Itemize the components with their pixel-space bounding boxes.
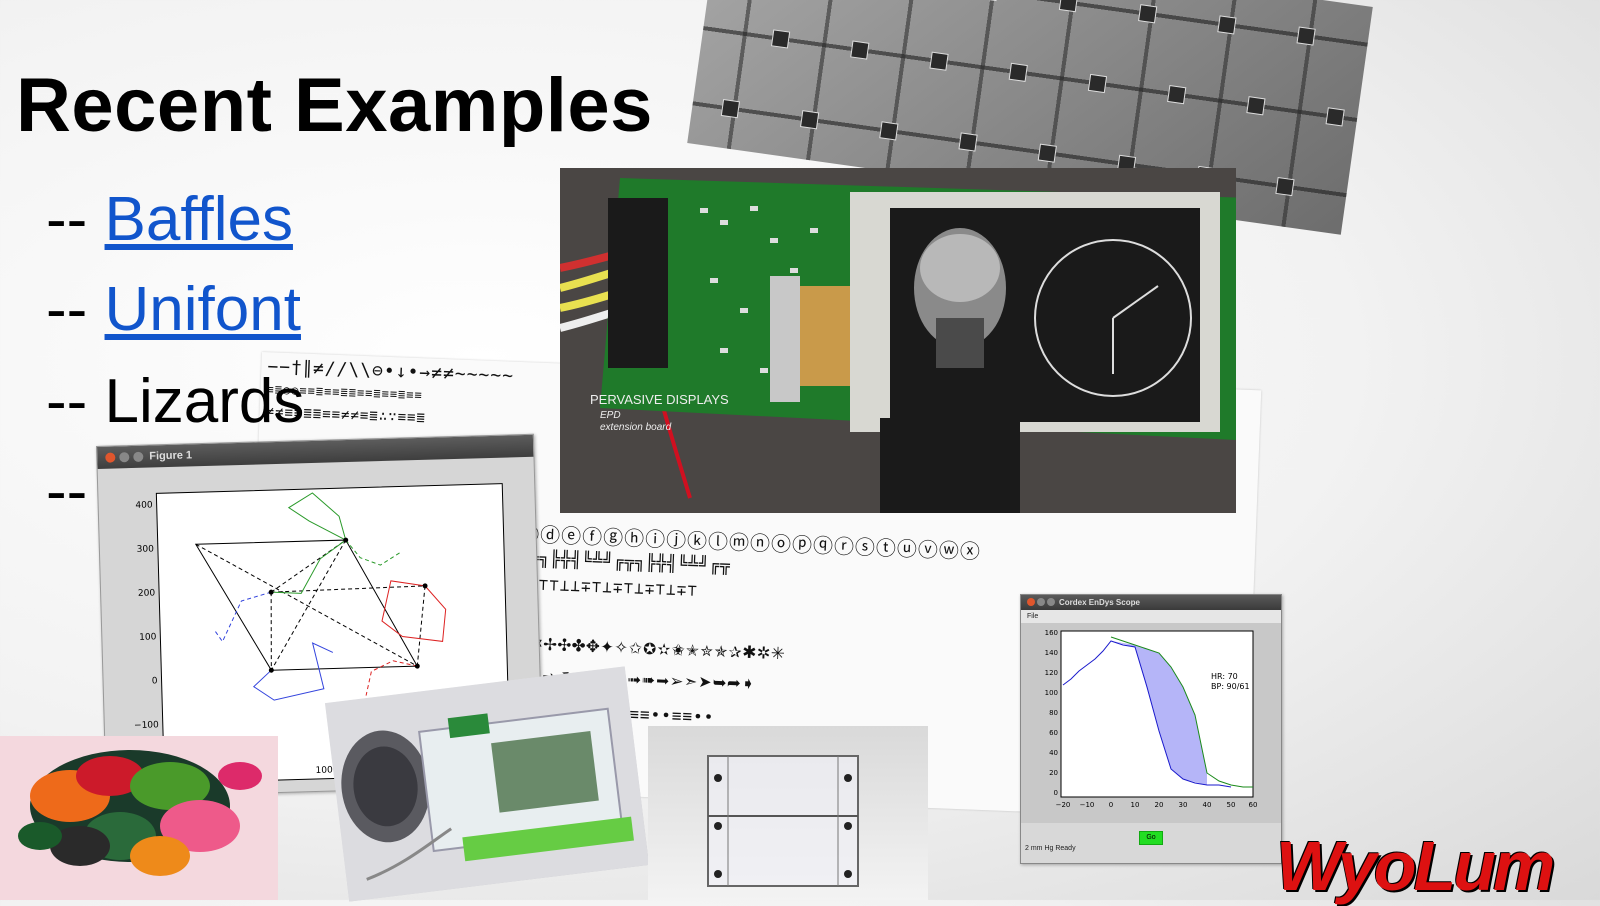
y-tick-label: 0 xyxy=(1054,789,1058,797)
bullet-baffles[interactable]: -- Baffles xyxy=(46,184,293,255)
y-tick-label: 40 xyxy=(1049,749,1058,757)
close-icon[interactable] xyxy=(105,452,116,463)
file-menu[interactable]: File xyxy=(1027,613,1039,620)
bp-label: BP: 90/61 xyxy=(1211,682,1250,691)
y-tick-label: 300 xyxy=(137,544,155,554)
y-tick-label: 400 xyxy=(135,500,153,510)
glyph-row: ✠✡✢✣✤✥✦✧✩✪✫✬✭✮✯✰✱✲✳ xyxy=(514,629,786,666)
y-tick-label: 0 xyxy=(152,676,158,686)
cordex-title: Cordex EnDys Scope xyxy=(1059,598,1140,607)
y-tick-label: 120 xyxy=(1045,669,1058,677)
y-tick-label: 80 xyxy=(1049,709,1058,717)
cordex-menubar: File xyxy=(1021,610,1281,623)
board-brand-label: PERVASIVE DISPLAYS xyxy=(590,392,729,407)
x-tick-label: 100 xyxy=(315,766,333,776)
epd-board-drawing: PERVASIVE DISPLAYS EPD extension board xyxy=(560,168,1236,513)
cordex-window: Cordex EnDys Scope File 160 140 120 100 … xyxy=(1020,594,1282,864)
x-tick-label: 0 xyxy=(1109,801,1113,809)
maximize-icon[interactable] xyxy=(133,451,144,462)
x-tick-label: 30 xyxy=(1179,801,1188,809)
figure-title: Figure 1 xyxy=(149,449,193,463)
glyph-row: ∓∓⊤⊤⊥⊥∓⊤⊥∓⊤⊥∓⊤⊥∓⊤ xyxy=(516,573,699,600)
minimize-icon[interactable] xyxy=(1037,598,1045,606)
lizard-tiles xyxy=(18,750,262,876)
epd-board-photo: PERVASIVE DISPLAYS EPD extension board xyxy=(560,168,1236,513)
unifont-link[interactable]: Unifont xyxy=(104,275,301,344)
slide-title: Recent Examples xyxy=(16,63,653,148)
lizards-photo xyxy=(0,736,278,900)
bullet-fourth: -- xyxy=(46,456,87,527)
cordex-titlebar: Cordex EnDys Scope xyxy=(1021,595,1281,610)
maximize-icon[interactable] xyxy=(1047,598,1055,606)
cuff-drawing xyxy=(324,666,650,902)
x-tick-label: 10 xyxy=(1131,801,1140,809)
y-tick-label: −100 xyxy=(134,720,159,731)
x-tick-label: 20 xyxy=(1155,801,1164,809)
x-tick-label: −10 xyxy=(1080,801,1095,809)
x-tick-label: −20 xyxy=(1056,801,1071,809)
box-drawing xyxy=(707,755,859,887)
hr-label: HR: 70 xyxy=(1211,672,1238,681)
y-tick-label: 100 xyxy=(139,632,157,642)
baffles-link[interactable]: Baffles xyxy=(104,185,293,254)
company-logo: WyoLum xyxy=(1276,827,1555,905)
y-tick-label: 160 xyxy=(1045,629,1058,637)
bullet-lizards: -- Lizards xyxy=(46,366,304,437)
x-tick-label: 40 xyxy=(1203,801,1212,809)
x-tick-label: 50 xyxy=(1227,801,1236,809)
bullet-prefix: -- xyxy=(46,457,88,526)
y-tick-label: 140 xyxy=(1045,649,1058,657)
y-tick-label: 200 xyxy=(138,588,156,598)
cordex-plot: 160 140 120 100 80 60 40 20 0 −20 −10 0 … xyxy=(1021,623,1281,823)
status-bar: 2 mm Hg Ready xyxy=(1025,845,1076,852)
board-sub-label-2: extension board xyxy=(600,422,672,433)
board-sub-label: EPD xyxy=(600,410,621,421)
acrylic-box-photo xyxy=(648,726,928,900)
y-tick-label: 20 xyxy=(1049,769,1058,777)
bullet-unifont[interactable]: -- Unifont xyxy=(46,274,301,345)
close-icon[interactable] xyxy=(1027,598,1035,606)
go-button[interactable]: Go xyxy=(1139,831,1163,845)
bullet-text: Lizards xyxy=(104,367,305,436)
cuff-enclosure-photo xyxy=(324,666,650,902)
bullet-prefix: -- xyxy=(46,367,105,436)
x-tick-label: 60 xyxy=(1249,801,1258,809)
baffles-photo xyxy=(687,0,1373,235)
bullet-prefix: -- xyxy=(46,185,105,254)
minimize-icon[interactable] xyxy=(119,452,130,463)
led-grid xyxy=(720,0,1345,197)
bullet-prefix: -- xyxy=(46,275,105,344)
y-tick-label: 100 xyxy=(1045,689,1058,697)
y-tick-label: 60 xyxy=(1049,729,1058,737)
